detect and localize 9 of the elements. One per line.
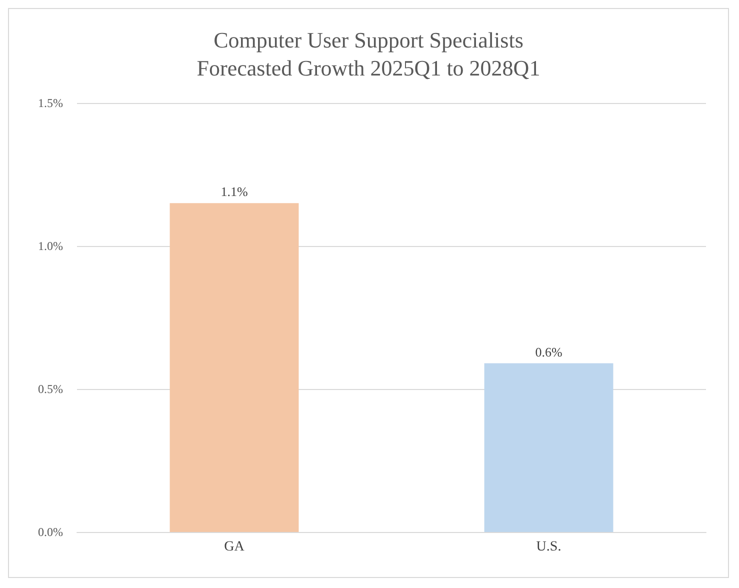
data-label: 0.6%	[535, 344, 562, 360]
x-tick-label: U.S.	[536, 540, 562, 554]
chart-title: Computer User Support Specialists Forecasted Growth 2025Q1 to 2028Q1	[196, 28, 540, 80]
y-tick-label: 1.0%	[38, 239, 63, 253]
x-tick-label: GA	[224, 540, 246, 554]
data-label: 1.1%	[220, 184, 248, 200]
y-tick-label: 0.5%	[38, 382, 63, 396]
y-tick-label: 1.5%	[38, 96, 63, 110]
y-tick-label: 0.0%	[38, 525, 63, 539]
